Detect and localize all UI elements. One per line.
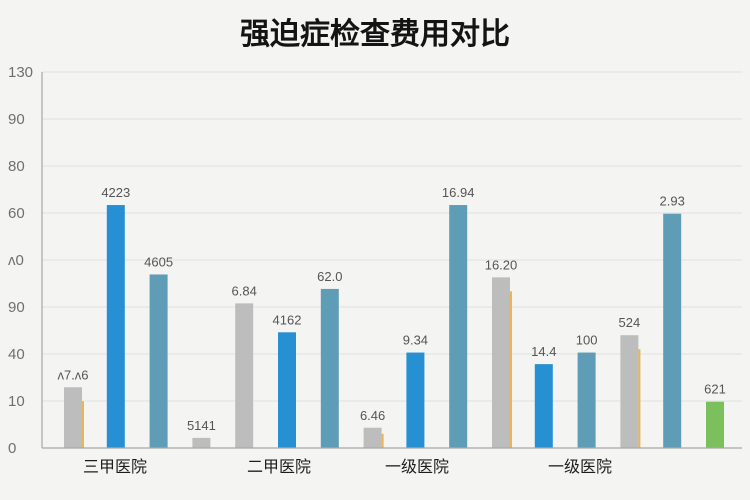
y-tick-label: 80 <box>8 158 25 175</box>
chart-title: 强迫症检查费用对比 <box>240 17 510 52</box>
bar <box>663 213 682 448</box>
y-tick-label: 10 <box>8 393 25 410</box>
bars <box>64 205 724 448</box>
x-axis-categories: 三甲医院 二甲医院 一级医院 一级医院 <box>83 457 612 476</box>
y-tick-label: 40 <box>8 346 25 363</box>
bar-value-label: 4223 <box>101 185 130 200</box>
bar-value-label: ʌ7.ʌ6 <box>57 367 88 382</box>
bar <box>534 364 553 448</box>
y-tick-label: 60 <box>8 205 25 222</box>
bar-accent <box>82 401 84 448</box>
bar-value-label: 6.46 <box>360 408 385 423</box>
bar-value-label: 62.0 <box>317 269 342 284</box>
bar-value-label: 2.93 <box>660 194 685 209</box>
bar <box>706 401 724 448</box>
data-labels: ʌ7.ʌ6 4223 4605 5141 6.84 4162 62.0 6.46 9.34 16.… <box>57 185 725 433</box>
y-tick-label: ʌ0 <box>8 252 24 269</box>
y-tick-label: 90 <box>8 299 25 316</box>
category-label: 一级医院 <box>385 457 449 476</box>
bar <box>577 352 596 448</box>
bar <box>278 332 296 448</box>
bar-value-label: 621 <box>704 382 726 397</box>
y-tick-label: 90 <box>8 111 25 128</box>
bar-value-label: 16.20 <box>485 257 518 272</box>
bar <box>620 335 639 448</box>
y-tick-label: 0 <box>8 440 16 457</box>
bar-value-label: 14.4 <box>531 344 556 359</box>
bar <box>106 205 125 448</box>
bar-value-label: 100 <box>576 333 598 348</box>
bar-accent <box>381 433 384 448</box>
bar-value-label: 5141 <box>187 418 216 433</box>
bar <box>235 303 254 448</box>
y-axis-ticks: 0 10 40 90 ʌ0 60 80 90 130 <box>8 64 33 457</box>
bar-value-label: 6.84 <box>232 283 257 298</box>
bar-value-label: 524 <box>619 315 641 330</box>
y-tick-label: 130 <box>8 64 33 81</box>
bar-accent <box>510 291 512 448</box>
bar <box>149 274 168 448</box>
bar <box>363 427 382 448</box>
bar-accent <box>638 349 641 448</box>
bar-value-label: 9.34 <box>403 333 428 348</box>
bar <box>492 277 510 448</box>
bar <box>406 352 425 448</box>
bar <box>449 205 468 448</box>
bar <box>320 288 339 448</box>
category-label: 一级医院 <box>548 457 612 476</box>
bar <box>192 437 211 448</box>
bar-value-label: 4605 <box>144 254 173 269</box>
category-label: 二甲医院 <box>247 457 311 476</box>
bar <box>64 387 82 448</box>
bar-value-label: 4162 <box>273 312 302 327</box>
bar-value-label: 16.94 <box>442 185 475 200</box>
category-label: 三甲医院 <box>83 457 147 476</box>
